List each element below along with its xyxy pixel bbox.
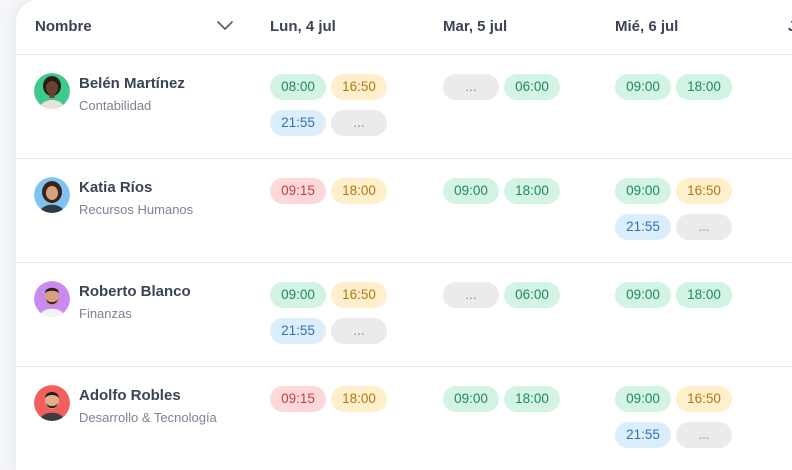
shift-chip[interactable]: 09:00 bbox=[270, 282, 326, 308]
employee-row: Katia Ríos Recursos Humanos 09:15 18:00 0… bbox=[16, 159, 792, 263]
shift-chip[interactable]: 18:00 bbox=[331, 386, 387, 412]
more-shifts-chip[interactable]: ... bbox=[331, 110, 387, 136]
day-shifts-wed: 09:00 16:5021:55... bbox=[615, 178, 739, 250]
day-shifts-tue: 09:00 18:00 bbox=[443, 178, 567, 214]
employee-name: Belén Martínez bbox=[79, 75, 185, 92]
avatar bbox=[34, 385, 70, 421]
shift-chip[interactable]: 18:00 bbox=[504, 178, 560, 204]
employee-department: Finanzas bbox=[79, 306, 132, 321]
shift-chip[interactable]: 09:00 bbox=[615, 282, 671, 308]
shift-chip[interactable]: 16:50 bbox=[676, 178, 732, 204]
shift-chip[interactable]: 18:00 bbox=[676, 282, 732, 308]
shift-chip[interactable]: 08:00 bbox=[270, 74, 326, 100]
day-shifts-wed: 09:00 18:00 bbox=[615, 282, 739, 318]
shift-chip[interactable]: 16:50 bbox=[676, 386, 732, 412]
day-header-tue: Mar, 5 jul bbox=[443, 18, 508, 35]
schedule-header: Nombre Lun, 4 jul Mar, 5 jul Mié, 6 jul … bbox=[16, 0, 792, 55]
shift-chip[interactable]: 06:00 bbox=[504, 282, 560, 308]
shift-chip[interactable]: 09:00 bbox=[443, 178, 499, 204]
employee-row: Roberto Blanco Finanzas 09:00 16:5021:55.… bbox=[16, 263, 792, 367]
shift-chip[interactable]: 21:55 bbox=[615, 214, 671, 240]
shift-chip[interactable]: 06:00 bbox=[504, 74, 560, 100]
shift-chip[interactable]: 09:00 bbox=[615, 74, 671, 100]
shift-chip[interactable]: 16:50 bbox=[331, 282, 387, 308]
employee-department: Recursos Humanos bbox=[79, 202, 194, 217]
shift-chip[interactable]: 09:00 bbox=[615, 386, 671, 412]
chevron-down-icon[interactable] bbox=[216, 20, 234, 32]
employee-name: Roberto Blanco bbox=[79, 283, 191, 300]
shift-chip[interactable]: 21:55 bbox=[615, 422, 671, 448]
day-header-thu: J bbox=[788, 18, 792, 35]
day-shifts-tue: ... 06:00 bbox=[443, 74, 567, 110]
shift-chip[interactable]: 09:00 bbox=[443, 386, 499, 412]
shift-chip[interactable]: 09:00 bbox=[615, 178, 671, 204]
employee-row: Belén Martínez Contabilidad 08:00 16:5021… bbox=[16, 55, 792, 159]
day-shifts-mon: 08:00 16:5021:55... bbox=[270, 74, 394, 146]
more-shifts-chip[interactable]: ... bbox=[443, 74, 499, 100]
avatar bbox=[34, 73, 70, 109]
shift-chip[interactable]: 18:00 bbox=[676, 74, 732, 100]
name-column-header: Nombre bbox=[35, 18, 92, 35]
schedule-card: Nombre Lun, 4 jul Mar, 5 jul Mié, 6 jul … bbox=[16, 0, 792, 470]
day-header-mon: Lun, 4 jul bbox=[270, 18, 336, 35]
employee-name: Katia Ríos bbox=[79, 179, 153, 196]
more-shifts-chip[interactable]: ... bbox=[331, 318, 387, 344]
more-shifts-chip[interactable]: ... bbox=[443, 282, 499, 308]
day-shifts-mon: 09:15 18:00 bbox=[270, 386, 394, 422]
employee-department: Contabilidad bbox=[79, 98, 152, 113]
shift-chip[interactable]: 09:15 bbox=[270, 178, 326, 204]
day-shifts-tue: ... 06:00 bbox=[443, 282, 567, 318]
employee-department: Desarrollo & Tecnología bbox=[79, 410, 217, 425]
day-shifts-wed: 09:00 16:5021:55... bbox=[615, 386, 739, 458]
day-shifts-tue: 09:00 18:00 bbox=[443, 386, 567, 422]
day-header-wed: Mié, 6 jul bbox=[615, 18, 679, 35]
shift-chip[interactable]: 09:15 bbox=[270, 386, 326, 412]
day-shifts-mon: 09:15 18:00 bbox=[270, 178, 394, 214]
shift-chip[interactable]: 18:00 bbox=[331, 178, 387, 204]
employee-name: Adolfo Robles bbox=[79, 387, 181, 404]
more-shifts-chip[interactable]: ... bbox=[676, 214, 732, 240]
day-shifts-wed: 09:00 18:00 bbox=[615, 74, 739, 110]
avatar bbox=[34, 281, 70, 317]
shift-chip[interactable]: 21:55 bbox=[270, 318, 326, 344]
more-shifts-chip[interactable]: ... bbox=[676, 422, 732, 448]
avatar bbox=[34, 177, 70, 213]
shift-chip[interactable]: 18:00 bbox=[504, 386, 560, 412]
employee-row: Adolfo Robles Desarrollo & Tecnología 09… bbox=[16, 367, 792, 470]
shift-chip[interactable]: 16:50 bbox=[331, 74, 387, 100]
shift-chip[interactable]: 21:55 bbox=[270, 110, 326, 136]
day-shifts-mon: 09:00 16:5021:55... bbox=[270, 282, 394, 354]
